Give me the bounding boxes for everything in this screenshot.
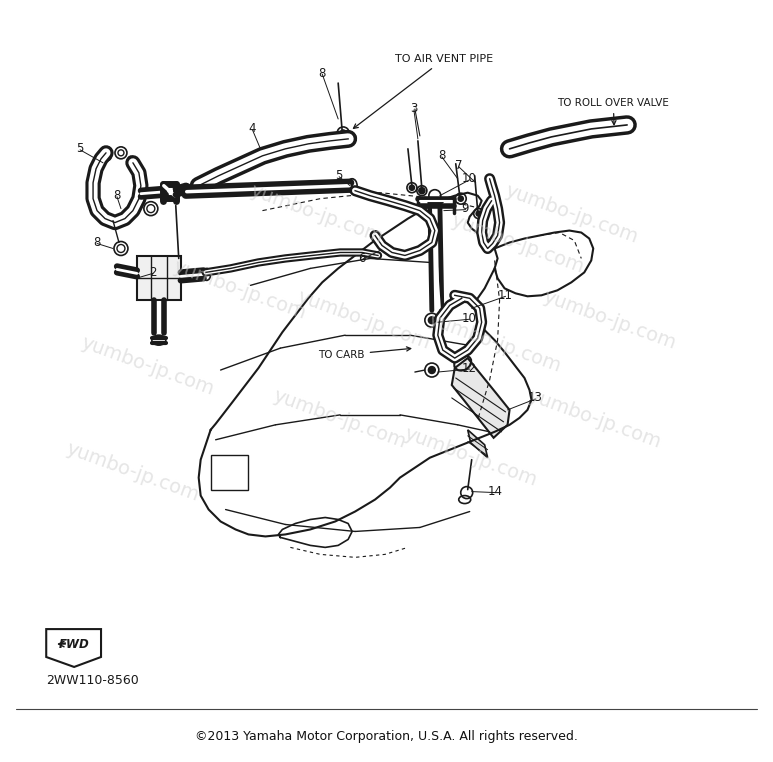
- Text: yumbo-jp.com: yumbo-jp.com: [448, 211, 587, 277]
- Circle shape: [410, 185, 414, 190]
- Text: 2WW110-8560: 2WW110-8560: [46, 674, 139, 687]
- Text: 6: 6: [358, 252, 366, 265]
- Circle shape: [340, 130, 346, 136]
- Text: yumbo-jp.com: yumbo-jp.com: [271, 386, 409, 452]
- Polygon shape: [137, 257, 181, 300]
- Text: 8: 8: [438, 149, 445, 162]
- Text: 8: 8: [93, 236, 100, 249]
- Text: TO ROLL OVER VALVE: TO ROLL OVER VALVE: [557, 98, 669, 125]
- Text: 8: 8: [318, 66, 325, 79]
- Text: ©2013 Yamaha Motor Corporation, U.S.A. All rights reserved.: ©2013 Yamaha Motor Corporation, U.S.A. A…: [195, 730, 577, 743]
- Circle shape: [458, 196, 463, 201]
- Polygon shape: [451, 358, 509, 438]
- Text: 7: 7: [455, 159, 462, 172]
- Text: yumbo-jp.com: yumbo-jp.com: [540, 287, 679, 353]
- Text: yumbo-jp.com: yumbo-jp.com: [502, 181, 640, 247]
- Text: yumbo-jp.com: yumbo-jp.com: [63, 439, 201, 505]
- Text: yumbo-jp.com: yumbo-jp.com: [425, 310, 564, 376]
- Text: 3: 3: [410, 103, 417, 116]
- Text: yumbo-jp.com: yumbo-jp.com: [248, 181, 386, 247]
- Text: 2: 2: [149, 266, 156, 279]
- Text: FWD: FWD: [59, 638, 90, 651]
- Text: yumbo-jp.com: yumbo-jp.com: [171, 257, 309, 323]
- Text: 12: 12: [461, 361, 477, 375]
- Text: TO AIR VENT PIPE: TO AIR VENT PIPE: [353, 54, 493, 128]
- Text: 4: 4: [248, 123, 256, 136]
- Circle shape: [428, 367, 435, 373]
- Circle shape: [428, 317, 435, 324]
- Text: 9: 9: [461, 202, 469, 215]
- Text: TO CARB: TO CARB: [318, 347, 410, 360]
- Text: 5: 5: [76, 142, 83, 155]
- Text: 10: 10: [461, 312, 477, 325]
- Text: 13: 13: [527, 392, 543, 405]
- Polygon shape: [468, 430, 488, 458]
- Circle shape: [419, 187, 425, 194]
- Text: yumbo-jp.com: yumbo-jp.com: [294, 287, 432, 353]
- Text: yumbo-jp.com: yumbo-jp.com: [78, 333, 216, 399]
- Text: 11: 11: [498, 289, 512, 302]
- Text: yumbo-jp.com: yumbo-jp.com: [402, 424, 540, 490]
- Text: 5: 5: [335, 169, 342, 182]
- Text: 10: 10: [461, 172, 477, 185]
- Text: yumbo-jp.com: yumbo-jp.com: [525, 386, 663, 452]
- Text: 8: 8: [113, 189, 121, 202]
- Text: 14: 14: [488, 485, 502, 498]
- Circle shape: [476, 211, 481, 216]
